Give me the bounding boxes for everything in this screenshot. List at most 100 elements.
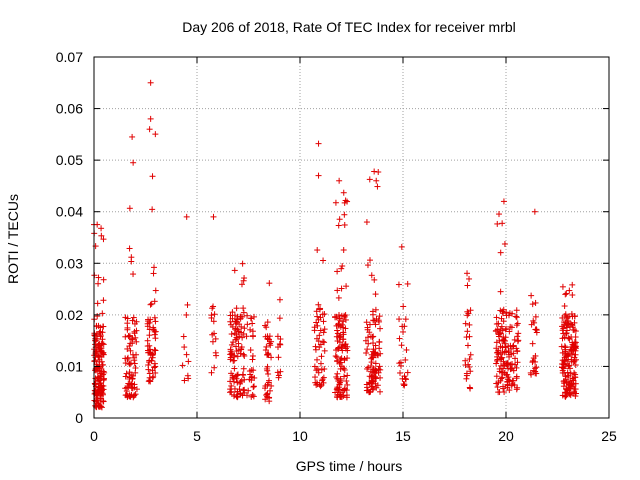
data-point: [559, 327, 566, 334]
data-point: [568, 380, 575, 387]
data-point: [559, 357, 566, 364]
data-point: [370, 346, 377, 353]
data-point: [265, 370, 272, 377]
data-point: [320, 257, 327, 264]
data-point: [321, 347, 328, 354]
data-point: [333, 354, 340, 361]
data-point: [151, 360, 158, 367]
data-point: [510, 350, 517, 357]
data-point: [338, 394, 345, 401]
data-point: [368, 383, 375, 390]
data-point: [211, 330, 218, 337]
data-point: [365, 364, 372, 371]
data-point: [313, 308, 320, 315]
data-point: [317, 360, 324, 367]
y-tick-label: 0.01: [56, 358, 83, 374]
data-point: [240, 309, 247, 316]
data-point: [232, 326, 239, 333]
data-point: [147, 79, 154, 86]
data-point: [129, 385, 136, 392]
plot-frame: [93, 56, 610, 419]
data-point: [146, 349, 153, 356]
data-point: [274, 333, 281, 340]
data-point: [208, 312, 215, 319]
data-point: [367, 257, 374, 264]
data-point: [572, 393, 579, 400]
data-point: [363, 219, 370, 226]
data-point: [262, 396, 269, 403]
data-point: [403, 346, 410, 353]
data-point: [503, 348, 510, 355]
data-point: [183, 351, 190, 358]
data-point: [275, 354, 282, 361]
data-point: [318, 353, 325, 360]
x-tick-label: 25: [601, 428, 617, 444]
data-point: [332, 313, 339, 320]
data-point: [125, 333, 132, 340]
data-point: [500, 358, 507, 365]
data-point: [528, 292, 535, 299]
x-tick-label: 10: [292, 428, 308, 444]
data-point: [495, 379, 502, 386]
data-point: [152, 335, 159, 342]
data-point: [376, 318, 383, 325]
data-point: [227, 351, 234, 358]
data-point: [238, 344, 245, 351]
data-point: [211, 364, 218, 371]
data-point: [566, 362, 573, 369]
data-point: [339, 347, 346, 354]
data-point: [505, 343, 512, 350]
data-point: [245, 387, 252, 394]
data-point: [148, 357, 155, 364]
data-point: [133, 338, 140, 345]
data-point: [267, 342, 274, 349]
data-point: [248, 315, 255, 322]
data-point: [372, 374, 379, 381]
data-point: [227, 354, 234, 361]
axis-ticks: [93, 56, 610, 419]
data-point: [466, 384, 473, 391]
data-point: [321, 366, 328, 373]
data-point: [210, 318, 217, 325]
data-point: [241, 376, 248, 383]
data-point: [277, 368, 284, 375]
data-point: [376, 345, 383, 352]
data-point: [266, 280, 273, 287]
data-point: [311, 363, 318, 370]
data-point: [372, 342, 379, 349]
data-point: [122, 333, 129, 340]
data-point: [146, 126, 153, 133]
data-point: [99, 323, 106, 330]
data-point: [148, 300, 155, 307]
data-point: [513, 364, 520, 371]
data-point: [559, 314, 566, 321]
data-point: [231, 385, 238, 392]
data-point: [183, 311, 190, 318]
data-point: [146, 342, 153, 349]
data-point: [376, 313, 383, 320]
data-point: [529, 340, 536, 347]
data-point: [91, 387, 98, 394]
data-point: [149, 206, 156, 213]
data-point: [512, 355, 519, 362]
data-point: [564, 373, 571, 380]
y-tick-label: 0.03: [56, 255, 83, 271]
data-point: [241, 325, 248, 332]
data-point: [334, 330, 341, 337]
data-point: [497, 362, 504, 369]
data-point: [210, 303, 217, 310]
data-point: [246, 368, 253, 375]
data-point: [335, 345, 342, 352]
data-point: [404, 369, 411, 376]
data-point: [98, 390, 105, 397]
data-point: [262, 322, 269, 329]
data-point: [238, 281, 245, 288]
data-point: [312, 379, 319, 386]
data-point: [251, 313, 258, 320]
data-point: [211, 311, 218, 318]
data-point: [493, 360, 500, 367]
data-point: [336, 360, 343, 367]
data-point: [334, 370, 341, 377]
data-point: [492, 328, 499, 335]
data-point: [229, 309, 236, 316]
